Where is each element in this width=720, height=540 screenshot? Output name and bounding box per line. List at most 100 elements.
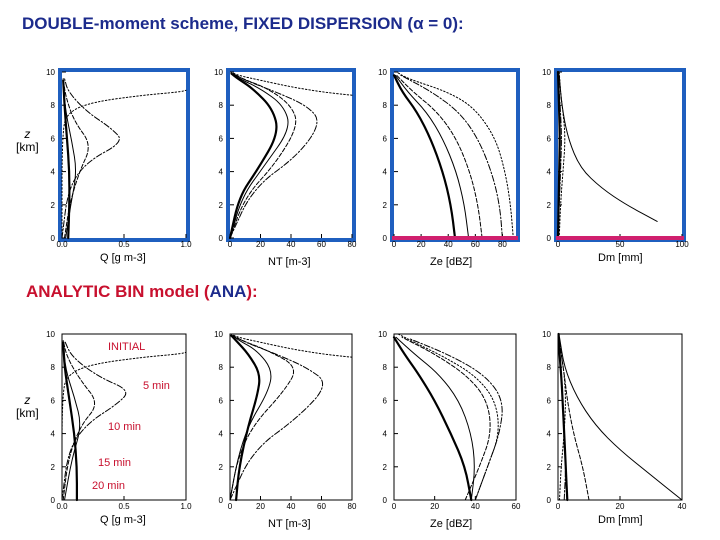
top-panel-3-ytick-label: 2 — [547, 201, 552, 210]
bottom-panel-0-xtick-label: 0.5 — [118, 502, 130, 511]
top-panel-2-ytick-label: 4 — [383, 168, 388, 177]
top-panel-2-series-thin — [394, 74, 470, 239]
top-panel-0-xtick-label: 0.0 — [56, 240, 68, 249]
bottom-panel-0-frame — [61, 333, 187, 501]
top-panel-0-xtick-label: 1.0 — [180, 240, 192, 249]
time-annotation: 10 min — [108, 421, 141, 433]
bottom-panel-1-ytick-label: 2 — [219, 463, 224, 472]
top-panel-2-xtick-label: 40 — [444, 240, 453, 249]
bottom-panel-3-ytick-label: 10 — [542, 330, 551, 339]
top-panel-0-xtick-label: 0.5 — [118, 240, 130, 249]
top-panel-2-series-dotted — [396, 71, 514, 239]
bottom-panel-0-ytick-label: 6 — [51, 396, 56, 405]
top-panel-1-xtick-label: 40 — [287, 240, 296, 249]
top-panel-0-highlight-frame — [58, 68, 190, 242]
bottom-panel-0-series-thin — [62, 343, 81, 501]
top-panel-3-ytick-label: 6 — [547, 134, 552, 143]
z-axis-label-bottom: z [km] — [16, 394, 39, 420]
bottom-panel-1-xtick-label: 40 — [287, 502, 296, 511]
top-panel-1-xtick-label: 80 — [348, 240, 357, 249]
top-panel-1-series-dashed — [229, 73, 297, 239]
top-panel-2-series-thick — [392, 74, 457, 240]
bottom-panel-0-series-thick — [62, 341, 78, 502]
bottom-panel-2-ytick-label: 0 — [383, 496, 388, 505]
top-panel-1-series-thick — [228, 72, 278, 240]
top-panel-3-ytick-label: 0 — [547, 234, 552, 243]
top-panel-3-series-thick — [556, 70, 561, 240]
title-bottom: ANALYTIC BIN model (ANA): — [26, 282, 258, 302]
top-panel-2-series-dashed — [396, 74, 483, 239]
top-panel-1-series-thin — [229, 73, 289, 239]
bottom-panel-0-ytick-label: 0 — [51, 496, 56, 505]
bottom-panel-3-xtick-label: 40 — [678, 502, 687, 511]
bottom-panel-0-series-dashed — [62, 340, 96, 501]
top-panel-3-xtick-label: 50 — [616, 240, 625, 249]
bottom-panel-0-ytick-label: 10 — [46, 330, 55, 339]
bottom-panel-1-xtick-label: 20 — [256, 502, 265, 511]
title-bottom-ana: ANA — [209, 282, 247, 301]
title-bottom-prefix: ANALYTIC BIN model ( — [26, 282, 210, 301]
top-panel-2-ytick-label: 8 — [383, 101, 388, 110]
x-label-q-bottom: Q [g m-3] — [100, 514, 146, 526]
bottom-panel-2-xtick-label: 0 — [392, 502, 397, 511]
x-label-nt-top: NT [m-3] — [268, 256, 311, 268]
bottom-panel-2-xtick-label: 40 — [471, 502, 480, 511]
top-panel-1-ytick-label: 8 — [219, 101, 224, 110]
top-panel-0-ytick-label: 0 — [51, 234, 56, 243]
top-panel-1-series-dashdot — [229, 73, 318, 239]
top-panel-1-ytick-label: 4 — [219, 168, 224, 177]
bottom-panel-2-ytick-label: 6 — [383, 396, 388, 405]
top-panel-1-ytick-label: 6 — [219, 134, 224, 143]
x-label-dm-top: Dm [mm] — [598, 252, 643, 264]
top-panel-0-ytick-label: 10 — [46, 68, 55, 77]
top-panel-0-ytick-label: 8 — [51, 101, 56, 110]
bottom-panel-0-ytick-label: 8 — [51, 363, 56, 372]
top-panel-1-ytick-label: 0 — [219, 234, 224, 243]
bottom-panel-1-ytick-label: 8 — [219, 363, 224, 372]
top-panel-1-xtick-label: 60 — [317, 240, 326, 249]
bottom-panel-3-ytick-label: 2 — [547, 463, 552, 472]
bottom-panel-3-xtick-label: 0 — [556, 502, 561, 511]
top-panel-1-ytick-label: 2 — [219, 201, 224, 210]
top-panel-1-xtick-label: 0 — [228, 240, 233, 249]
bottom-panel-1-xtick-label: 0 — [228, 502, 233, 511]
top-panel-2-series-dashdot — [400, 74, 503, 239]
bottom-panel-0-series-dashdot — [61, 340, 127, 501]
bottom-panel-3-series-thick — [557, 332, 569, 502]
bottom-panel-0-xtick-label: 0.0 — [56, 502, 68, 511]
top-panel-0-ytick-label: 2 — [51, 201, 56, 210]
top-panel-3-series-thin — [558, 74, 658, 222]
top-panel-1-highlight-frame — [226, 68, 356, 242]
z-axis-label-top: z [km] — [16, 128, 39, 154]
bottom-panel-0-ytick-label: 2 — [51, 463, 56, 472]
bottom-panel-2-ytick-label: 10 — [378, 330, 387, 339]
x-label-ze-top: Ze [dBZ] — [430, 256, 473, 268]
bottom-panel-3-ytick-label: 8 — [547, 363, 552, 372]
bottom-panel-2-series-dotted — [397, 333, 499, 501]
title-top: DOUBLE-moment scheme, FIXED DISPERSION (… — [22, 14, 464, 33]
top-panel-0-series-thick — [62, 79, 71, 240]
bottom-panel-2-frame — [393, 333, 517, 501]
top-panel-2-ytick-label: 10 — [378, 68, 387, 77]
bottom-panel-1-series-thin — [229, 335, 272, 501]
bottom-panel-2-xtick-label: 20 — [430, 502, 439, 511]
time-annotation: INITIAL — [108, 341, 145, 353]
top-panel-2-xtick-label: 80 — [498, 240, 507, 249]
bottom-panel-1-series-thick — [230, 334, 261, 502]
bottom-panel-1-series-dotted — [231, 333, 353, 358]
bottom-panel-2-series-thick — [392, 336, 473, 502]
z-unit: [km] — [16, 140, 39, 154]
z-unit: [km] — [16, 406, 39, 420]
x-label-q-top: Q [g m-3] — [100, 252, 146, 264]
bottom-panel-2-xtick-label: 60 — [512, 502, 521, 511]
bottom-panel-2-series-dashed — [401, 336, 491, 501]
bottom-panel-1-ytick-label: 4 — [219, 430, 224, 439]
bottom-panel-1-xtick-label: 60 — [317, 502, 326, 511]
time-annotation: 20 min — [92, 480, 125, 492]
top-panel-1-xtick-label: 20 — [256, 240, 265, 249]
bottom-panel-1-ytick-label: 6 — [219, 396, 224, 405]
top-panel-0-series-dashdot — [61, 78, 120, 239]
x-label-ze-bottom: Ze [dBZ] — [430, 518, 473, 530]
bottom-panel-1-xtick-label: 80 — [348, 502, 357, 511]
z-symbol: z — [24, 393, 31, 407]
